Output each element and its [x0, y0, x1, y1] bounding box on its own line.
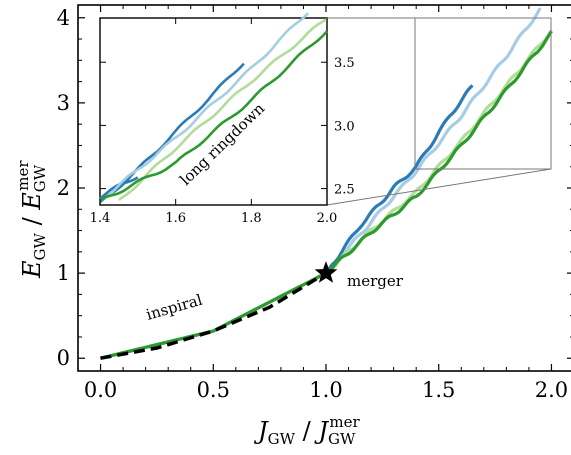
x-tick-label: 1.0: [309, 378, 342, 402]
inspiral-dashed-line: [100, 271, 327, 360]
inset-x-tick-label: 1.4: [90, 211, 111, 226]
main-ticks: 0.0 0.5 1.0 1.5 2.0 0 1 2 3 4: [57, 5, 571, 402]
x-tick-label: 0.5: [197, 378, 230, 402]
y-axis-title: EGW / EGWmer: [14, 160, 49, 279]
ylabel-main: E: [18, 260, 46, 279]
xlabel-sub: GW: [268, 430, 296, 448]
inset-plot: long ringdown 1.4 1.6 1.8 2.02.53.03.5: [90, 12, 355, 226]
inset-series-group: [99, 12, 328, 204]
y-tick-label: 0: [57, 346, 70, 370]
inset-y-tick-label: 3.0: [334, 119, 355, 134]
inset-x-tick-label: 2.0: [317, 211, 338, 226]
zoom-connector-bottom: [326, 168, 552, 206]
inset-y-tick-label: 3.5: [334, 56, 355, 71]
ylabel-den-main: E: [18, 192, 46, 211]
inset-series-line-3: [106, 12, 310, 198]
xlabel-main: J: [253, 417, 269, 445]
svg-text:JGW / JGWmer: JGW / JGWmer: [253, 413, 361, 448]
main-plot: inspiral merger 0.0 0.5 1.0 1.5 2.0 0 1 2 3 4: [57, 4, 571, 402]
inset-x-tick-label: 1.6: [165, 211, 186, 226]
xlabel-den-sup: mer: [329, 413, 360, 431]
merger-annotation: merger: [347, 272, 404, 290]
y-tick-label: 2: [57, 176, 70, 200]
y-tick-label: 1: [57, 261, 70, 285]
ylabel-den-sub: GW: [31, 164, 49, 192]
inspiral-annotation: inspiral: [144, 291, 204, 324]
svg-text:EGW / EGWmer: EGW / EGWmer: [14, 160, 49, 279]
ylabel-sub: GW: [31, 232, 49, 260]
inset-series-line-4: [118, 17, 328, 201]
y-tick-label: 3: [57, 91, 70, 115]
inset-y-tick-label: 2.5: [334, 183, 355, 198]
zoom-connector-lines: [326, 17, 552, 206]
y-tick-label: 4: [57, 6, 70, 30]
x-tick-label: 1.5: [422, 378, 455, 402]
x-tick-label: 0.0: [84, 378, 117, 402]
xlabel-den-sub: GW: [328, 430, 356, 448]
inset-series-line-5: [99, 30, 328, 201]
x-axis-title: JGW / JGWmer: [253, 413, 361, 448]
ylabel-den-sup: mer: [14, 160, 32, 191]
inset-x-tick-label: 1.8: [241, 211, 262, 226]
merger-star-marker: [314, 261, 338, 283]
x-tick-label: 2.0: [535, 378, 568, 402]
inset-series-line-2: [99, 62, 245, 204]
zoom-box: [414, 17, 552, 170]
inset-ticks: 1.4 1.6 1.8 2.0 2.5 3.0 3.5: [90, 18, 355, 226]
inset-background: [99, 17, 328, 206]
